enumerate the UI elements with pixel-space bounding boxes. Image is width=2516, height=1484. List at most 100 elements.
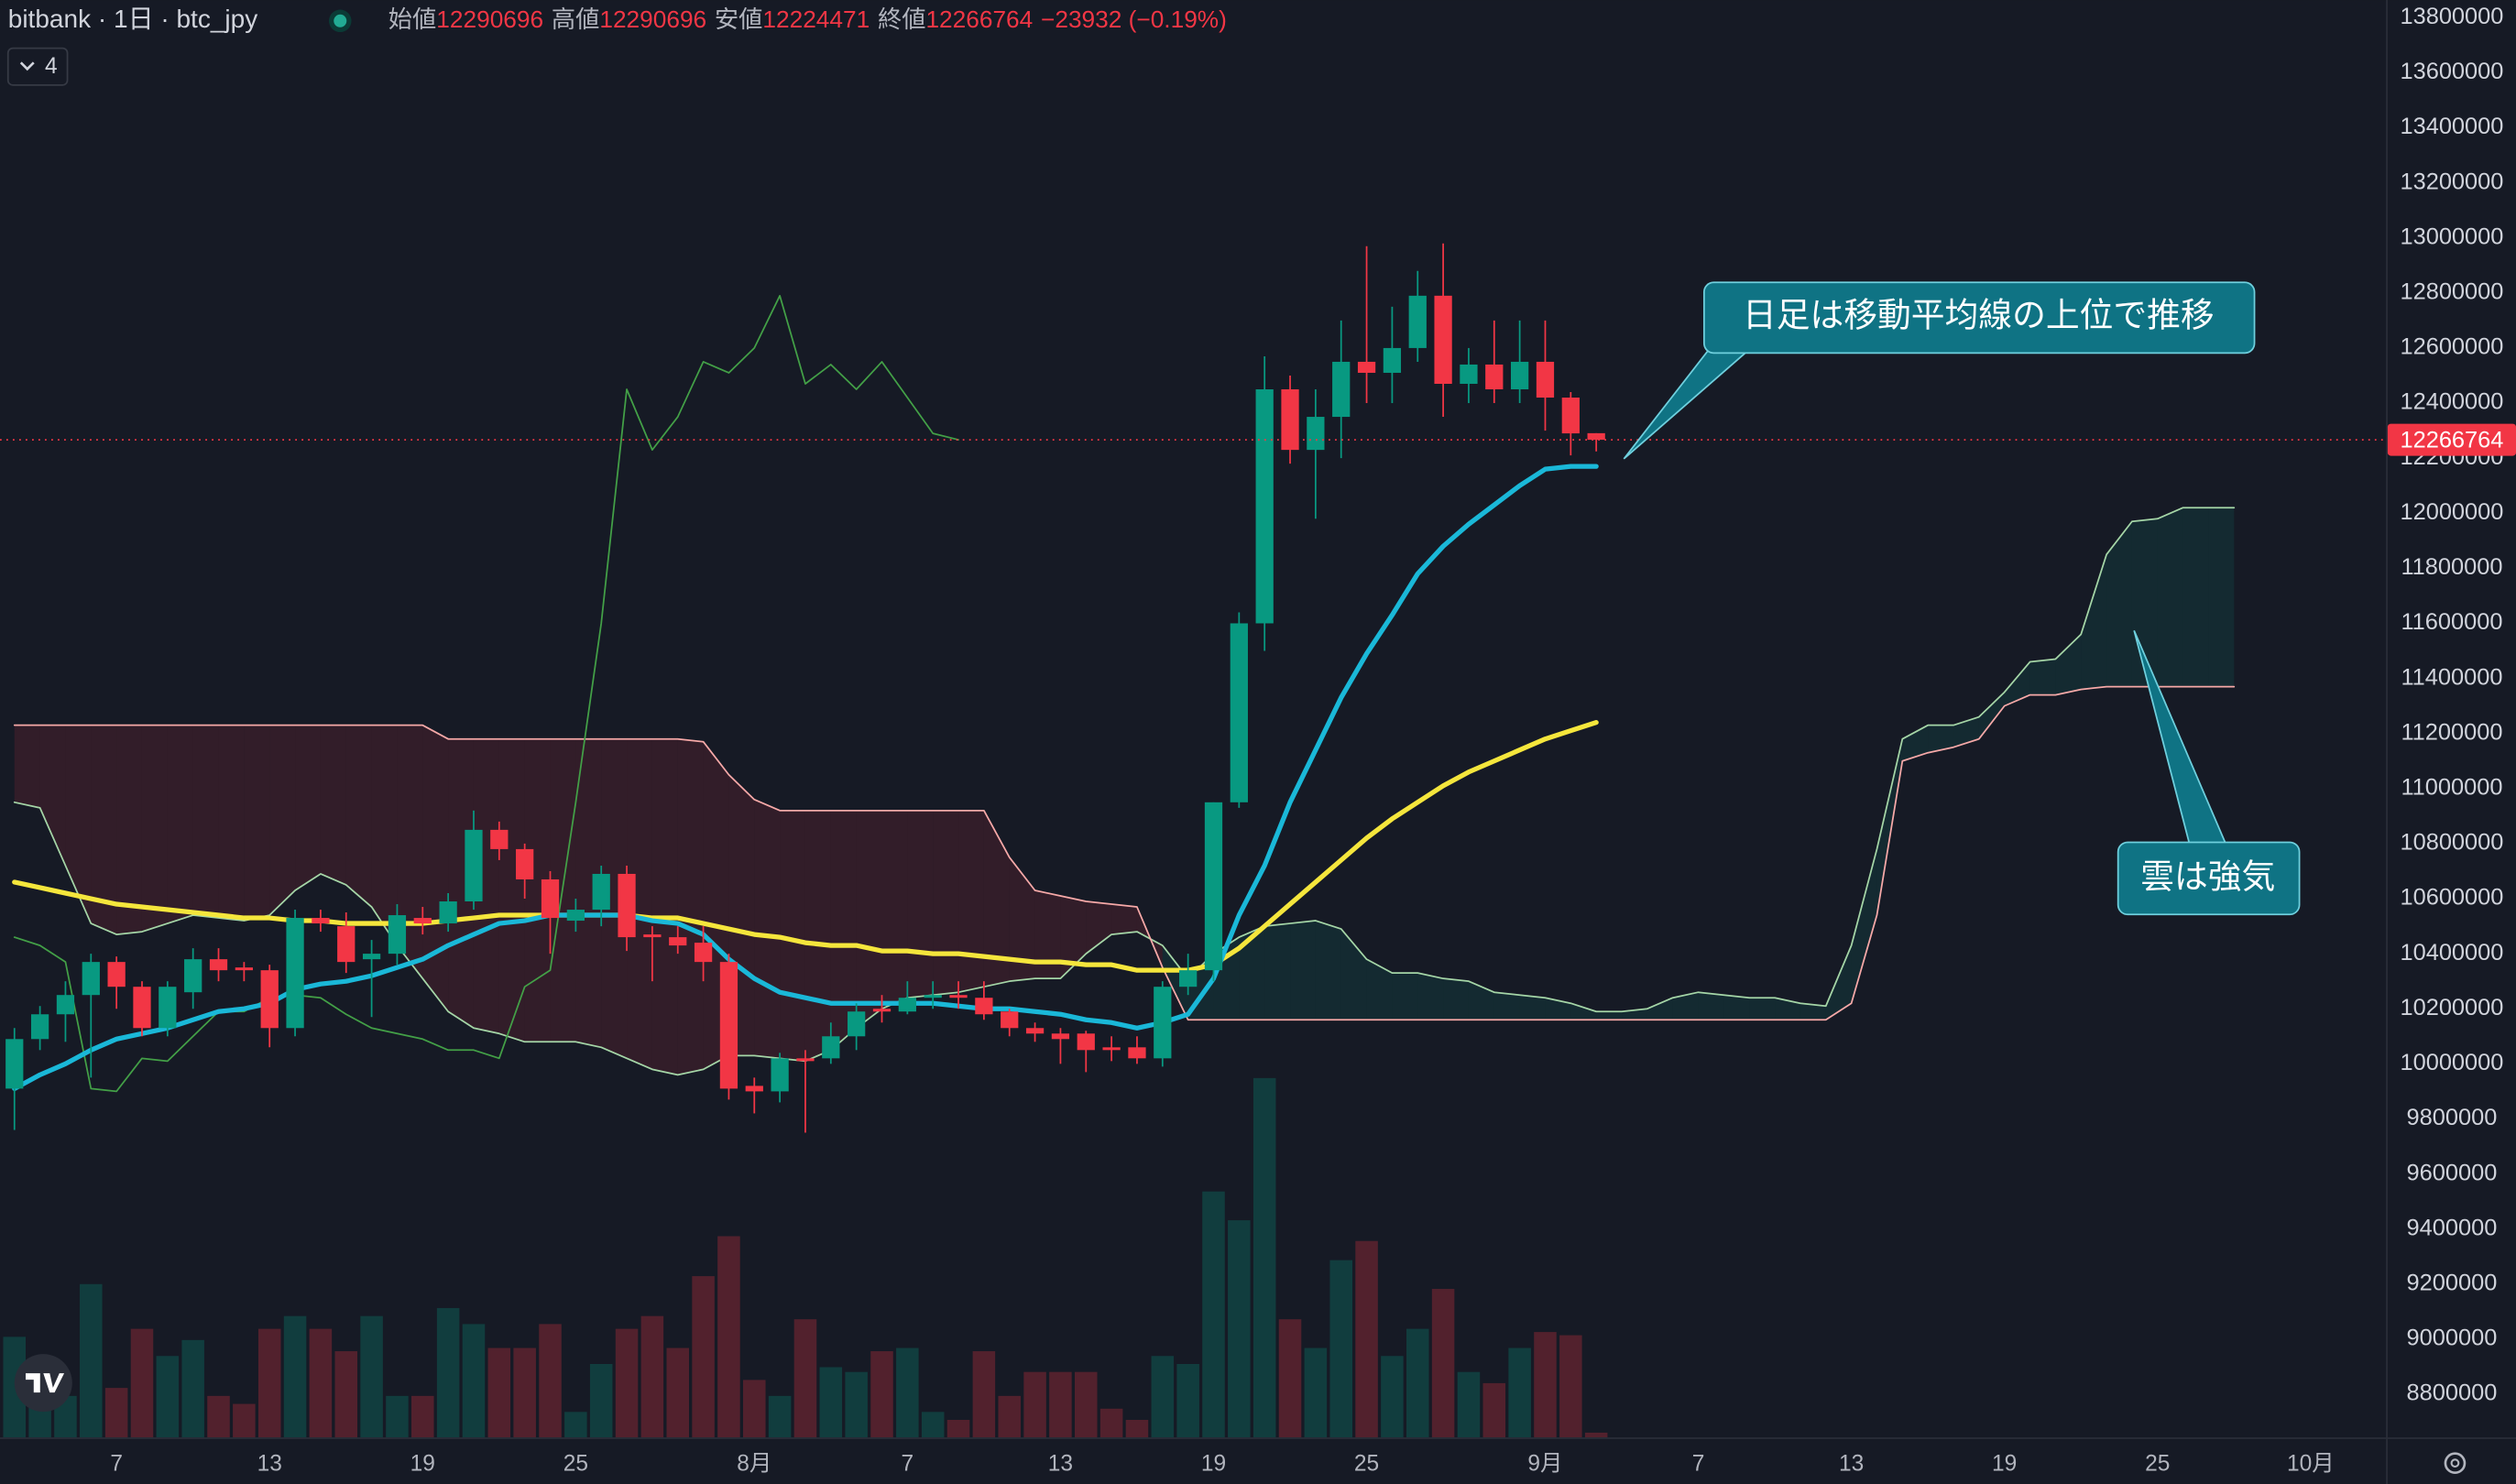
volume-bar [386,1395,409,1438]
candle-body [618,873,636,938]
volume-bar [80,1283,103,1438]
cloud-fill [91,725,117,935]
candle-body [1128,1047,1146,1059]
candle-body [1511,361,1529,390]
x-tick-label: 10月 [2287,1451,2335,1476]
candle-body [872,1009,892,1012]
cloud-fill [1315,921,1341,1020]
cloud-fill [269,725,296,916]
x-tick-label: 8月 [737,1451,771,1476]
volume-bar [589,1363,613,1438]
cloud-fill [192,725,219,919]
candle-body [312,918,330,924]
volume-bar [717,1236,740,1438]
cloud-fill [1799,1003,1826,1020]
cloud-fill [754,799,781,1059]
open-value: 12290696 [436,5,543,33]
cloud-fill [1570,1003,1597,1020]
volume-bar [972,1351,996,1438]
cloud-fill [1698,992,1724,1020]
cloud-fill [473,738,499,1034]
cloud-fill [1366,959,1393,1020]
cloud-fill [2029,659,2056,695]
cloud-fill [1596,1011,1623,1020]
candle-body [1025,1028,1045,1034]
volume-bar [156,1356,180,1438]
volume-bar [819,1367,843,1438]
cloud-fill [1340,929,1367,1020]
cloud-fill [1493,992,1520,1020]
x-tick-label: 19 [1201,1451,1226,1476]
cloud-fill [1264,923,1291,1020]
volume-bar [564,1412,587,1438]
volume-bar [462,1324,486,1438]
candle-body [1536,361,1555,398]
volume-bar [487,1348,511,1438]
volume-bar [692,1276,715,1438]
volume-bar [411,1395,434,1438]
candle-body [82,962,100,996]
cloud-fill [498,738,525,1042]
y-tick-label: 13200000 [2400,169,2503,194]
candles-layer [5,243,1605,1133]
volume-bar [1406,1328,1429,1438]
candle-body [796,1058,815,1062]
y-tick-label: 12600000 [2400,334,2503,360]
y-tick-label: 10400000 [2400,940,2503,966]
volume-bar [1508,1348,1531,1438]
candle-body [362,954,381,960]
x-tick-label: 7 [902,1451,914,1476]
candle-body [669,937,687,946]
candle-body [490,829,509,849]
y-tick-label: 13800000 [2400,4,2503,29]
cloud-fill [218,725,245,922]
candle-body [592,873,610,911]
volume-bar [743,1380,766,1438]
volume-bar [793,1319,817,1438]
candle-body [388,915,407,955]
candle-body [1051,1033,1070,1040]
volume-bar [1099,1408,1123,1438]
volume-bar [104,1388,128,1438]
span-b-line [13,685,2236,1021]
y-tick-label: 11200000 [2401,719,2502,745]
cloud-fill [627,738,652,1070]
volume-bar [1049,1371,1072,1438]
y-tick-label: 13400000 [2400,114,2503,139]
indicator-count: 4 [45,54,58,79]
candle-body [1255,389,1274,624]
settings-icon[interactable] [2444,1452,2467,1475]
cloud-fill [677,738,704,1075]
indicator-toggle[interactable] [6,47,69,86]
volume-bar [1584,1432,1608,1438]
last-price-label: 12266764 [2400,428,2503,453]
candle-body [465,829,483,902]
cloud-fill [1392,973,1418,1020]
y-tick-label: 12400000 [2400,389,2503,415]
cloud-fill [601,738,628,1059]
candle-body [1001,1011,1019,1029]
candle-body [1561,398,1580,434]
y-tick-label: 9600000 [2407,1160,2498,1185]
cloud-fill [167,725,193,924]
tradingview-logo[interactable] [14,1354,72,1413]
cloud-fill [371,725,398,946]
volume-bar [1253,1077,1276,1438]
volume-bar [1228,1220,1251,1438]
cloud-fill [1953,716,1979,747]
volume-bar [845,1371,868,1438]
cloud-fill [1519,995,1546,1020]
candle-body [413,918,432,924]
y-tick-label: 13000000 [2400,224,2503,249]
candle-body [5,1039,24,1089]
volume-bar [181,1339,204,1438]
cloud-fill [1034,889,1061,979]
high-label: 高値 [552,5,600,33]
volume-bar [768,1395,792,1438]
last-price-tag [2387,423,2516,456]
cloud-fill [1443,978,1469,1020]
high-value: 12290696 [599,5,706,33]
candle-body [1485,364,1504,390]
cloud-fill [1978,692,2005,739]
